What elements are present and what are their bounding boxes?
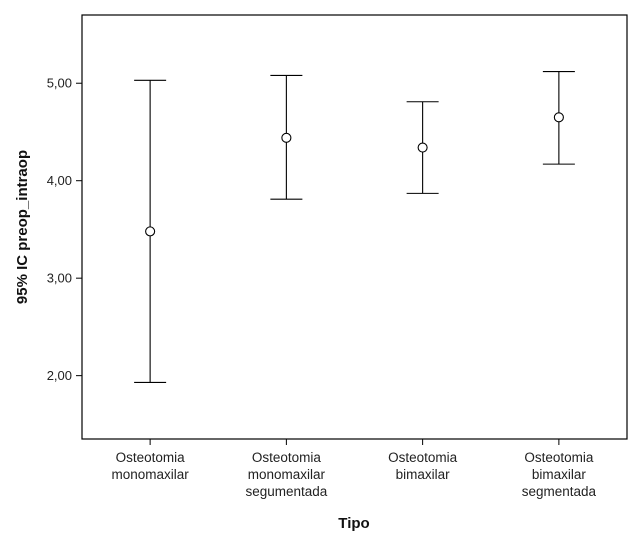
errorbar <box>134 79 167 384</box>
y-tick-label: 2,00 <box>47 368 72 383</box>
x-axis-title: Tipo <box>338 515 369 532</box>
x-axis-labels: Osteotomia monomaxilar Osteotomia monomaxil… <box>111 439 597 499</box>
y-tick-label: 4,00 <box>47 173 72 188</box>
x-category-label: Osteotomia monomaxilar <box>111 450 189 482</box>
x-category-label: Osteotomia bimaxilar segmentada <box>522 450 597 499</box>
y-tick-label: 3,00 <box>47 271 72 286</box>
mean-marker <box>145 226 156 237</box>
errorbar <box>406 101 439 194</box>
errorbar-marks <box>134 70 575 384</box>
y-axis-title: 95% IC preop_intraop <box>14 150 31 304</box>
plot-frame <box>81 14 628 440</box>
x-category-label: Osteotomia monomaxilar segumentada <box>245 450 327 499</box>
mean-marker <box>281 132 292 143</box>
errorbar <box>542 70 575 165</box>
mean-marker <box>553 112 564 123</box>
mean-marker <box>417 142 428 153</box>
x-category-label: Osteotomia bimaxilar <box>388 450 458 482</box>
y-tick-label: 5,00 <box>47 76 72 91</box>
y-axis-ticks: 2,00 3,00 4,00 5,00 <box>47 76 82 383</box>
errorbar <box>270 74 303 200</box>
